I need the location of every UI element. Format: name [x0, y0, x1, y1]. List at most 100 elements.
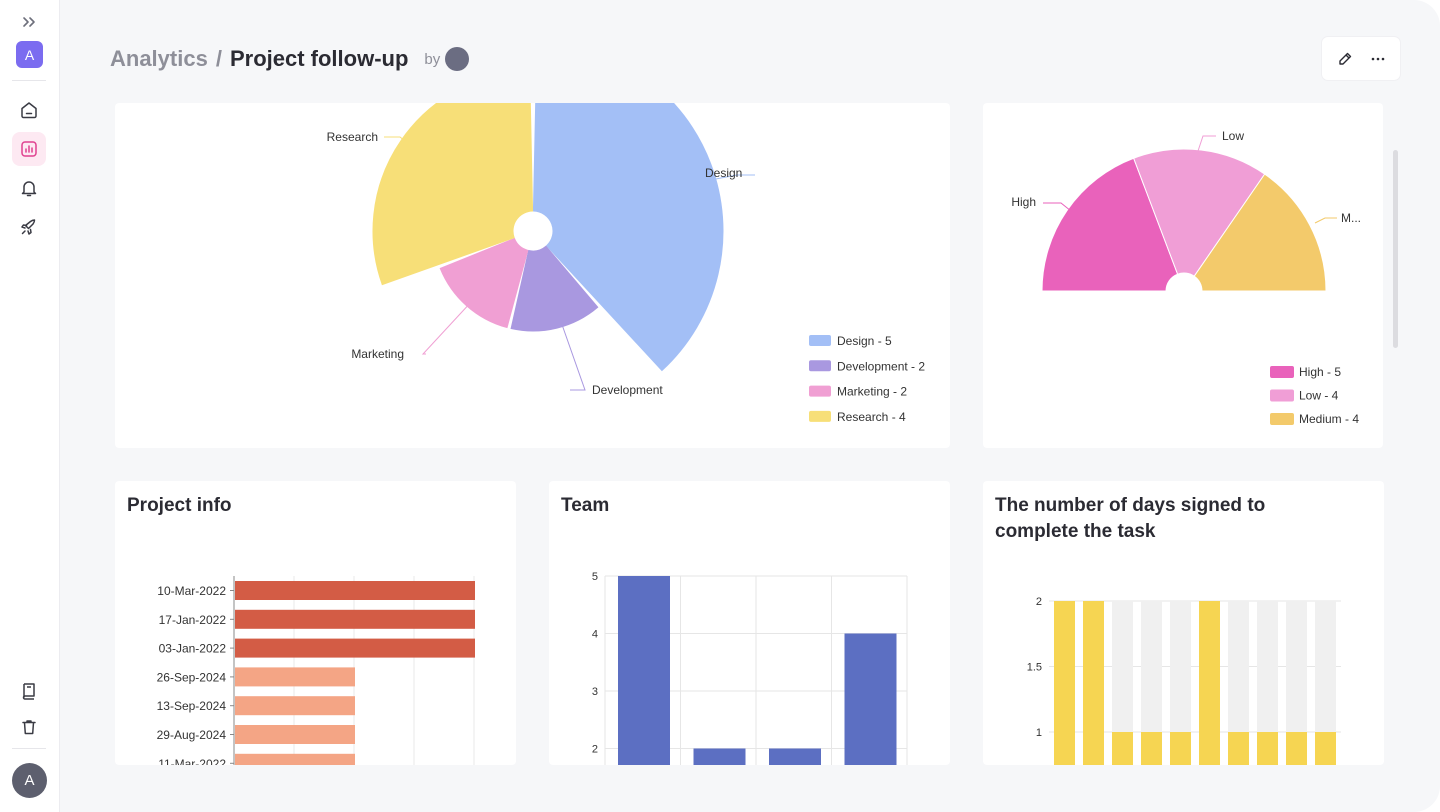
author-label: by	[424, 50, 441, 68]
team-chart: 5 4 3 2	[592, 571, 908, 765]
tick-label: 17-Jan-2022	[159, 613, 227, 627]
legend-swatch	[809, 335, 831, 346]
author-avatar[interactable]	[445, 47, 470, 71]
bar	[1170, 732, 1191, 765]
slice-label: Research	[327, 130, 378, 144]
legend-label: Medium - 4	[1299, 412, 1359, 426]
expand-sidebar-button[interactable]	[12, 5, 46, 39]
edit-button[interactable]	[1331, 45, 1359, 73]
bar	[1315, 732, 1336, 765]
pie-slice-marketing	[439, 237, 529, 329]
pie-slice-development	[510, 245, 599, 332]
slice-leader-line	[1043, 202, 1072, 212]
bar-background	[1141, 601, 1162, 765]
bar	[1199, 601, 1220, 765]
legend-swatch	[1270, 366, 1294, 378]
tick-label: 13-Sep-2024	[157, 699, 227, 713]
user-avatar[interactable]: A	[12, 763, 47, 798]
bar-background	[1286, 601, 1307, 765]
breadcrumb-separator: /	[215, 46, 222, 71]
sidebar: A A	[0, 0, 60, 812]
sidebar-item-home[interactable]	[12, 93, 46, 127]
bar	[693, 748, 746, 765]
bar	[235, 581, 475, 600]
book-icon	[22, 683, 35, 700]
tick-label: 1.5	[1027, 662, 1042, 674]
tick-label: 26-Sep-2024	[157, 670, 227, 684]
bell-icon	[21, 181, 37, 197]
tick-label: 29-Aug-2024	[157, 728, 227, 742]
bar	[1286, 732, 1307, 765]
home-icon	[21, 102, 37, 119]
bar-background	[1315, 601, 1336, 765]
sidebar-item-docs[interactable]	[12, 674, 46, 708]
sidebar-item-analytics[interactable]	[12, 132, 46, 166]
double-chevron-right-icon	[23, 17, 35, 27]
legend-label: Marketing - 2	[837, 385, 907, 399]
card-title: Project info	[127, 495, 232, 516]
tick-label: 11-Mar-2022	[158, 757, 226, 765]
bar	[1112, 732, 1133, 765]
slice-leader-line	[1314, 217, 1337, 224]
bar	[618, 576, 670, 765]
card-title: The number of days signed to complete th…	[995, 495, 1266, 542]
bar	[1141, 732, 1162, 765]
sidebar-item-notifications[interactable]	[12, 171, 46, 205]
bar	[844, 633, 897, 765]
slice-leader-line	[384, 136, 431, 162]
project-info-card: Project info 10-Mar-2022 17-Jan-2022 03-Ja…	[115, 481, 516, 765]
bar	[235, 609, 475, 629]
card-title: Team	[561, 495, 610, 516]
dashboard-toolbar	[1322, 37, 1400, 80]
priority-pie-chart: High Low M... High - 5 Low - 4 Medium - 4	[1011, 129, 1361, 426]
slice-leader-line	[421, 286, 486, 355]
slice-label: Low	[1222, 129, 1244, 143]
breadcrumb-analytics[interactable]: Analytics	[110, 46, 208, 71]
tick-label: 10-Mar-2022	[157, 584, 226, 598]
sidebar-divider	[12, 748, 46, 749]
legend-label: Development - 2	[837, 359, 925, 373]
legend-swatch	[809, 385, 831, 397]
team-card: Team 5 4 3 2	[549, 481, 950, 765]
bar-background	[1228, 601, 1249, 765]
more-options-button[interactable]	[1364, 45, 1392, 73]
tick-label: 3	[592, 686, 598, 698]
legend-swatch	[809, 410, 831, 422]
more-horizontal-icon	[1371, 57, 1384, 60]
pencil-icon	[1338, 52, 1351, 65]
bar	[1054, 601, 1075, 765]
slice-leader-line	[1197, 135, 1216, 152]
bar	[235, 667, 355, 687]
tick-label: 2	[1036, 596, 1042, 608]
tick-label: 5	[592, 571, 598, 583]
bar-background	[1112, 601, 1133, 765]
days-chart: 21.51	[1027, 596, 1341, 765]
tick-label: 1	[1036, 727, 1042, 739]
tick-label: 2	[592, 744, 598, 756]
pie-slice-0	[1041, 157, 1179, 292]
legend-swatch	[1270, 413, 1294, 425]
slice-label: M...	[1341, 211, 1361, 225]
pie-slice-1	[1133, 148, 1266, 277]
sidebar-divider	[12, 80, 46, 81]
legend-label: Low - 4	[1299, 389, 1339, 403]
bar	[235, 753, 355, 765]
pie-slice-design	[532, 103, 724, 372]
sidebar-item-trash[interactable]	[12, 710, 46, 744]
slice-label: High	[1011, 195, 1036, 209]
legend-swatch	[1270, 389, 1294, 402]
legend-label: High - 5	[1299, 365, 1341, 379]
page-title: Project follow-up	[229, 46, 409, 71]
priority-pie-card: High Low M... High - 5 Low - 4 Medium - 4	[983, 103, 1383, 448]
bar	[235, 638, 475, 658]
sidebar-item-launch[interactable]	[12, 210, 46, 244]
scrollbar[interactable]	[1393, 150, 1398, 348]
slice-label: Design	[705, 166, 742, 180]
department-pie-chart: Design Development Marketing Research Design…	[327, 103, 925, 424]
rocket-icon	[21, 219, 36, 235]
slice-leader-line	[552, 298, 586, 391]
department-pie-card: Design Development Marketing Research Design…	[115, 103, 950, 448]
trash-icon	[22, 720, 36, 735]
pie-slice-2	[1193, 173, 1327, 292]
workspace-avatar[interactable]: A	[16, 41, 43, 68]
